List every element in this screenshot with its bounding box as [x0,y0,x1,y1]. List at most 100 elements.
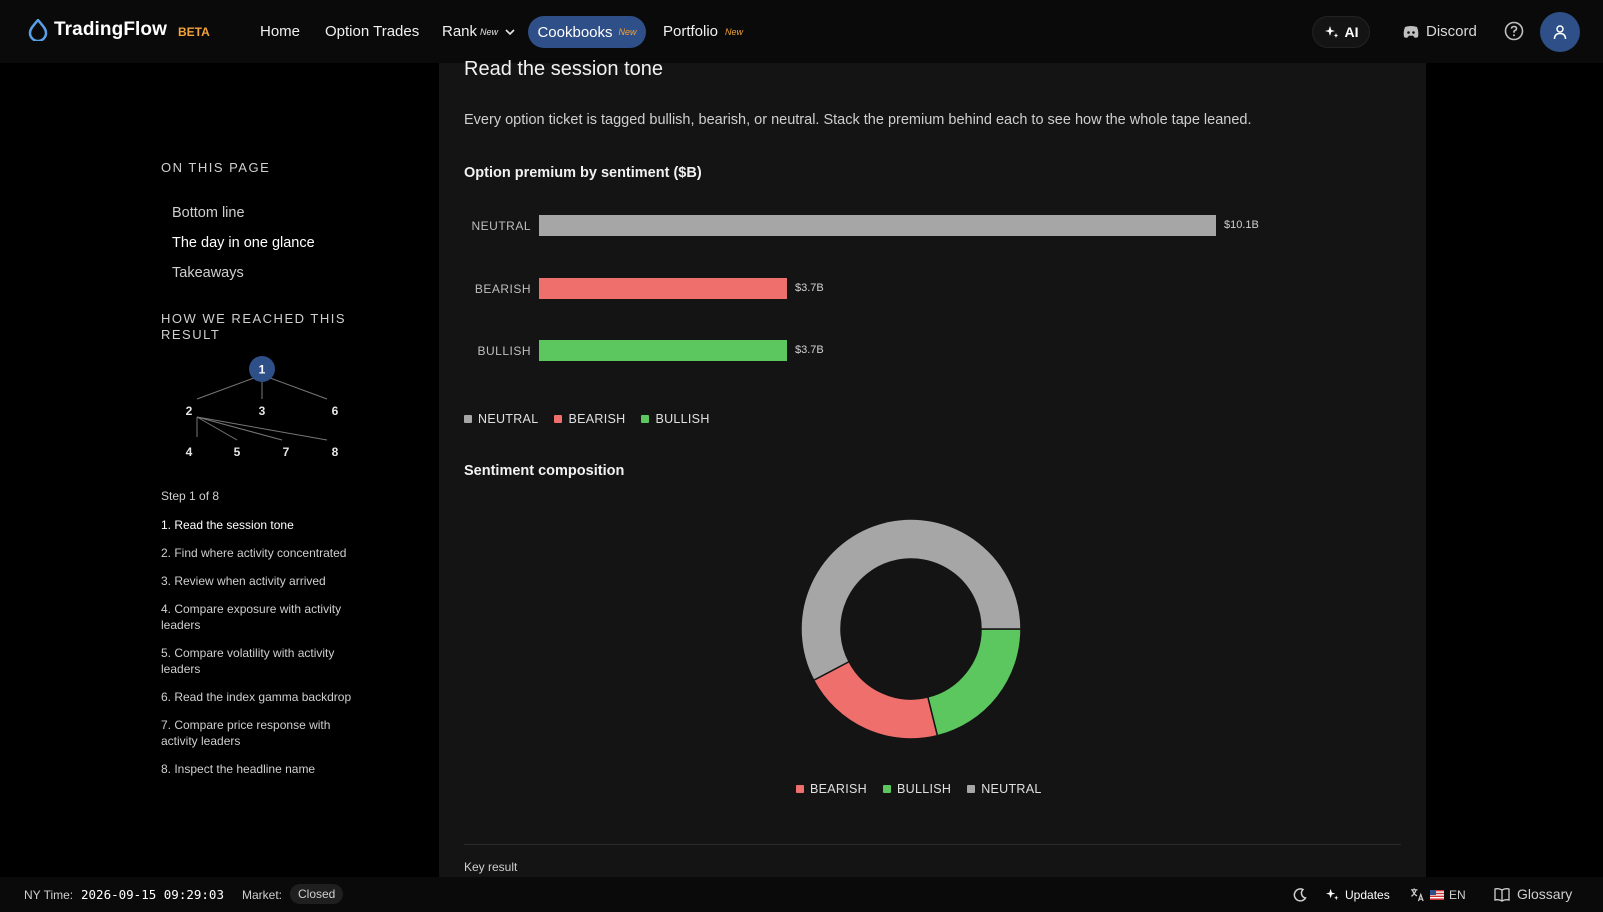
step-item[interactable]: 7. Compare price response with activity … [161,718,331,748]
graph-node-4[interactable]: 4 [186,445,193,459]
pie-chart-title: Sentiment composition [464,463,625,479]
left-sidebar: ON THIS PAGE Bottom line The day in one … [161,160,361,789]
sparkle-icon [1324,26,1338,38]
legend-item-bullish[interactable]: BULLISH [882,782,952,796]
top-nav: TradingFlow BETA Home Option Trades Rank… [0,0,1603,63]
nav-cookbooks[interactable]: Cookbooks New [528,16,646,48]
donut-slice-bullish[interactable] [926,628,1022,737]
us-flag-icon [1430,889,1444,900]
main-panel: Read the session tone Every option ticke… [439,58,1426,877]
nav-rank-label: Rank [442,23,478,40]
step-item[interactable]: 3. Review when activity arrived [161,574,326,588]
sparkle-icon [1325,888,1339,901]
bar-category-label: BEARISH [474,282,531,296]
key-result-label: Key result [464,860,518,874]
user-icon [1553,25,1567,40]
donut-chart [800,518,1022,740]
nav-cookbooks-label: Cookbooks [537,23,613,41]
legend-swatch [796,785,804,793]
legend-swatch [967,785,976,793]
step-item[interactable]: 1. Read the session tone [161,518,294,532]
discord-link[interactable]: Discord [1402,23,1477,40]
legend-item-neutral[interactable]: NEUTRAL [464,412,538,426]
updates-button[interactable]: Updates [1325,887,1390,902]
nav-portfolio-label: Portfolio [663,23,719,40]
legend-item-neutral[interactable]: NEUTRAL [967,782,1041,796]
beta-badge: BETA [178,25,210,39]
graph-node-7[interactable]: 7 [283,445,290,459]
graph-node-8[interactable]: 8 [332,445,339,459]
discord-label: Discord [1426,23,1477,40]
graph-node-1[interactable]: 1 [259,363,266,377]
glossary-label: Glossary [1517,886,1573,902]
step-item[interactable]: 5. Compare volatility with activity lead… [161,646,335,676]
language-selector[interactable]: EN [1410,887,1466,902]
glossary-button[interactable]: Glossary [1494,886,1572,902]
updates-label: Updates [1345,887,1390,902]
on-this-page-heading: ON THIS PAGE [161,160,271,175]
legend-label: BEARISH [810,782,867,796]
nav-rank[interactable]: Rank New [442,23,515,40]
toc-item-takeaways[interactable]: Takeaways [172,265,244,281]
toc-item-bottom-line[interactable]: Bottom line [172,205,245,221]
graph-node-3[interactable]: 3 [259,404,266,418]
ny-time-label: NY Time: [24,888,74,902]
legend-item-bullish[interactable]: BULLISH [641,412,709,426]
donut-slice-neutral[interactable] [800,518,1022,682]
step-item[interactable]: 8. Inspect the headline name [161,762,316,776]
step-item[interactable]: 2. Find where activity concentrated [161,546,347,560]
toc-list: Bottom line The day in one glance Takeaw… [161,198,361,288]
section-description: Every option ticket is tagged bullish, b… [464,112,1252,128]
market-status-badge: Closed [290,884,344,904]
flame-logo-icon [28,19,48,41]
bar-category-label: BULLISH [477,344,531,358]
graph-node-2[interactable]: 2 [186,404,193,418]
ny-time-value: 2026-09-15 09:29:03 [81,887,224,902]
legend-swatch [464,415,472,423]
divider [464,844,1401,845]
pie-chart-legend: BEARISH BULLISH NEUTRAL [796,782,1042,796]
toc-item-day-glance[interactable]: The day in one glance [172,235,315,251]
donut-slice-bearish[interactable] [812,660,939,740]
step-item[interactable]: 4. Compare exposure with activity leader… [161,602,342,632]
step-graph: 1 2 3 6 4 5 7 8 [186,356,339,459]
bar-chart-legend: NEUTRAL BEARISH BULLISH [464,412,710,426]
bar-value-label: $3.7B [795,344,824,356]
graph-node-5[interactable]: 5 [234,445,241,459]
new-badge: New [480,26,499,37]
nav-option-trades[interactable]: Option Trades [325,23,420,40]
legend-item-bearish[interactable]: BEARISH [796,782,867,796]
ai-label: AI [1344,24,1359,40]
nav-home[interactable]: Home [260,23,301,40]
moon-icon[interactable] [1292,887,1308,903]
legend-swatch [882,785,891,793]
legend-swatch [641,415,650,423]
legend-label: NEUTRAL [478,412,539,426]
new-badge: New [725,26,744,37]
nav-portfolio[interactable]: Portfolio New [663,23,743,40]
bar-bullish[interactable] [539,340,787,361]
step-list: 1. Read the session tone 2. Find where a… [161,517,361,777]
help-icon[interactable] [1504,21,1524,41]
bar-category-label: NEUTRAL [471,219,531,233]
how-heading: HOW WE REACHED THIS RESULT [161,311,346,342]
bar-value-label: $3.7B [795,282,824,294]
status-footer: NY Time: 2026-09-15 09:29:03 Market: Clo… [0,877,1603,912]
bar-bearish[interactable] [539,278,787,299]
brand-name: TradingFlow [54,19,167,40]
bar-neutral[interactable] [539,215,1216,236]
brand-logo[interactable]: TradingFlow [28,19,167,41]
legend-label: BULLISH [896,782,952,796]
section-title: Read the session tone [464,58,664,80]
user-avatar[interactable] [1540,12,1580,52]
bar-value-label: $10.1B [1224,219,1259,231]
chevron-down-icon [505,28,515,35]
legend-label: NEUTRAL [981,782,1042,796]
graph-node-6[interactable]: 6 [332,404,339,418]
legend-swatch [554,415,563,423]
new-badge: New [618,27,637,37]
step-item[interactable]: 6. Read the index gamma backdrop [161,690,352,704]
market-label: Market: [242,888,283,902]
legend-item-bearish[interactable]: BEARISH [554,412,625,426]
ai-button[interactable]: AI [1312,16,1370,48]
